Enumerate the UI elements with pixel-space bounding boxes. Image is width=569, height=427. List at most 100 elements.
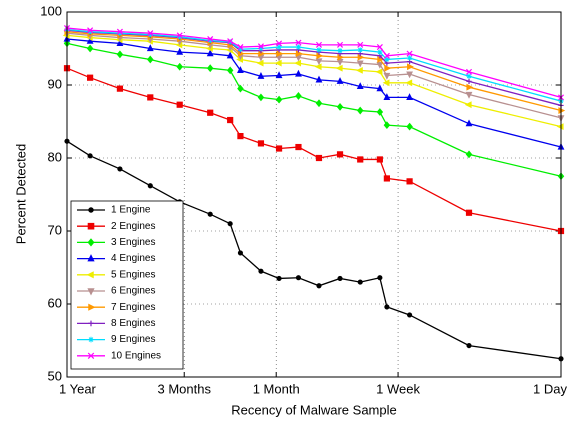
data-point <box>295 92 302 100</box>
data-point <box>275 145 283 152</box>
data-point <box>117 166 123 172</box>
data-point <box>376 108 384 116</box>
data-point <box>336 151 344 158</box>
data-point <box>147 32 153 38</box>
data-point <box>407 63 414 71</box>
data-point <box>465 91 473 99</box>
data-point <box>466 83 474 91</box>
legend: 1 Engine 2 Engines 3 Engines 4 Engines 5 Eng… <box>70 200 184 370</box>
data-point <box>276 275 282 282</box>
data-point <box>237 46 244 52</box>
data-point <box>86 74 94 81</box>
y-tick-label: 60 <box>48 295 62 310</box>
legend-marker <box>87 222 95 230</box>
data-point <box>465 119 473 127</box>
data-point <box>376 84 384 92</box>
data-point <box>226 51 234 59</box>
data-point <box>87 153 93 159</box>
data-point <box>336 59 344 66</box>
data-point <box>407 312 413 318</box>
legend-label: 9 Engines <box>111 334 155 345</box>
data-point <box>384 64 392 72</box>
x-axis-label: Recency of Malware Sample <box>231 402 396 417</box>
y-tick-label: 70 <box>48 222 62 237</box>
legend-marker <box>87 352 95 360</box>
data-point <box>337 275 343 282</box>
data-point <box>377 275 383 281</box>
data-point <box>556 123 564 131</box>
data-point <box>357 156 364 163</box>
data-point <box>117 30 123 36</box>
data-point <box>294 59 302 67</box>
data-point <box>237 250 244 256</box>
data-point <box>382 79 390 87</box>
data-point <box>466 78 472 84</box>
data-point <box>335 64 343 72</box>
data-point <box>147 55 154 64</box>
data-point <box>116 28 123 35</box>
data-point <box>116 39 124 46</box>
data-point <box>356 106 364 115</box>
data-point <box>206 49 214 57</box>
data-point <box>466 73 472 79</box>
data-point <box>176 101 183 108</box>
y-tick-label: 100 <box>40 3 62 18</box>
y-axis-label: Percent Detected <box>13 144 28 244</box>
data-point <box>237 44 244 51</box>
data-point <box>116 50 124 59</box>
data-point <box>207 37 213 44</box>
data-point <box>376 61 384 69</box>
data-point <box>377 49 383 55</box>
data-point <box>316 47 322 53</box>
data-point <box>406 55 413 61</box>
data-point <box>276 40 283 47</box>
legend-label: 3 Engines <box>111 237 155 248</box>
legend-label: 10 Engines <box>111 350 161 361</box>
data-point <box>406 93 414 100</box>
data-point <box>357 279 363 285</box>
data-point <box>86 36 94 44</box>
data-point <box>257 93 265 102</box>
data-point <box>295 39 302 46</box>
legend-marker <box>87 238 95 247</box>
data-point <box>237 84 244 93</box>
legend-label: 6 Engines <box>111 286 155 297</box>
data-point <box>146 44 154 52</box>
data-point <box>295 44 302 50</box>
y-tick-label: 80 <box>48 149 62 164</box>
data-point <box>406 122 413 131</box>
data-point <box>176 62 183 71</box>
data-point <box>384 56 390 63</box>
data-point <box>356 60 364 68</box>
data-point <box>207 211 213 217</box>
data-point <box>258 268 264 274</box>
data-point <box>295 143 302 151</box>
legend-label: 1 Engine <box>111 205 151 216</box>
data-point <box>147 183 153 189</box>
data-point <box>406 71 414 79</box>
data-point <box>276 44 282 50</box>
data-point <box>207 109 214 116</box>
data-point <box>227 38 234 45</box>
data-point <box>237 66 244 73</box>
data-point <box>384 304 390 310</box>
data-point <box>376 44 383 51</box>
data-point <box>257 72 265 79</box>
data-point <box>227 221 233 227</box>
x-tick-label: 3 Months <box>157 381 211 396</box>
legend-label: 4 Engines <box>111 253 155 264</box>
data-point <box>406 178 413 185</box>
legend-marker <box>86 271 94 279</box>
data-point <box>257 140 265 147</box>
data-point <box>315 75 323 83</box>
data-point <box>314 63 322 71</box>
data-point <box>337 41 344 48</box>
data-point <box>357 41 364 48</box>
x-tick-label: 1 Week <box>376 381 420 396</box>
plot-frame <box>66 11 562 378</box>
data-point <box>316 283 322 289</box>
data-point <box>383 93 391 100</box>
data-point <box>206 64 214 73</box>
data-point <box>336 102 344 111</box>
